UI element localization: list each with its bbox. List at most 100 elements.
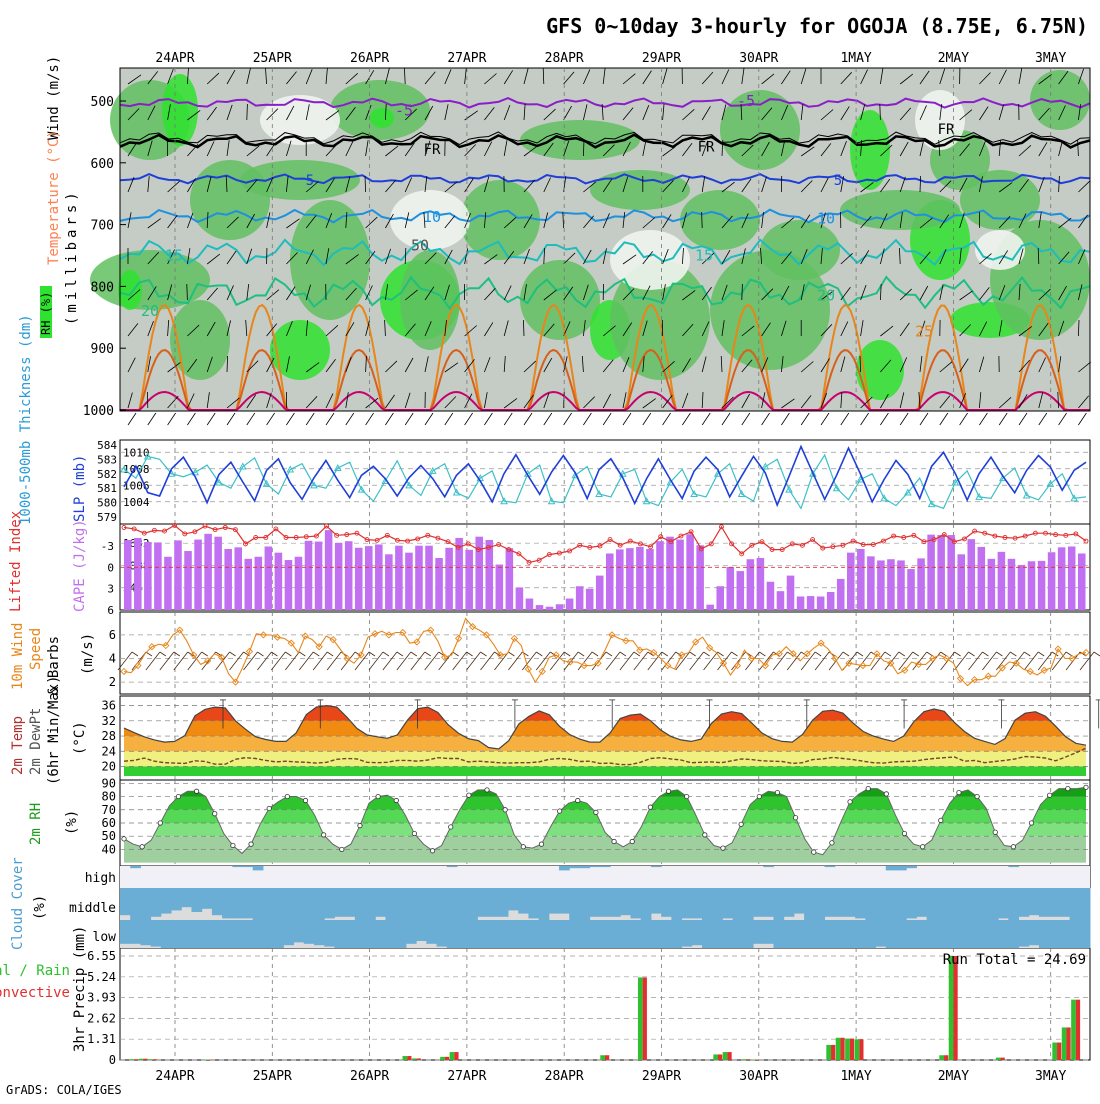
precip-tick-label: 6.55 [87, 949, 116, 963]
cloud-middle-bar [161, 888, 172, 914]
slp-tick-label: 1008 [123, 463, 150, 476]
wind-barb [148, 413, 156, 425]
cloud-middle-bar [865, 888, 876, 920]
cape-bar [817, 596, 825, 610]
top-date-label: 25APR [253, 51, 292, 66]
li-tick-label: 3 [107, 583, 114, 596]
bottom-date-label: 25APR [253, 1069, 292, 1084]
wind-barb [583, 413, 591, 425]
cloud-high-bar [559, 866, 570, 870]
rh-point [612, 839, 616, 843]
cloud-middle-bar [1049, 888, 1060, 917]
cloud-low-bar [1059, 920, 1070, 948]
thickness-axis-label: 1000-500mb Thickness (dm) [18, 314, 34, 525]
precip-convective-bar [643, 977, 647, 1060]
cape-bar [255, 557, 263, 610]
cape-bar [586, 589, 594, 610]
wind-barb [801, 413, 809, 425]
surface-wind-barb [299, 652, 313, 670]
rh-point [957, 790, 961, 794]
rh-point [848, 800, 852, 804]
rh-point [1011, 845, 1015, 849]
cloud-middle-bar [692, 888, 703, 918]
cape-bar [194, 540, 202, 610]
contour-label: 20 [141, 302, 159, 320]
bottom-date-label: 29APR [642, 1069, 681, 1084]
precip-total-bar [723, 1052, 728, 1060]
li-tick-label: 6 [107, 604, 114, 617]
temp-band [120, 766, 1090, 776]
cloud-high-bar [232, 866, 243, 867]
cape-bar [947, 535, 955, 610]
cape-bar [295, 557, 303, 610]
cloud-low-bar [396, 920, 407, 948]
temp-band [120, 706, 1090, 721]
cloud-middle-bar [447, 888, 458, 920]
top-date-label: 27APR [447, 51, 486, 66]
cloud-low-bar [528, 920, 539, 948]
surface-wind-barb [230, 652, 244, 670]
cape-bar [616, 549, 624, 610]
cape-bar [506, 548, 514, 610]
cloud-low-bar [896, 920, 907, 948]
wind-barb [841, 413, 849, 425]
cloud-low-bar [763, 920, 774, 944]
cloud-middle-bar [886, 888, 897, 920]
precip-tick-label: 5.24 [87, 970, 116, 984]
cape-bar [937, 535, 945, 610]
wind-barb [623, 413, 631, 425]
cloud-middle-bar [733, 888, 744, 920]
wind-barb [128, 413, 136, 425]
surface-wind-barb [327, 652, 333, 656]
cape-bar [536, 605, 544, 610]
surface-wind-barb [383, 652, 389, 656]
rh-point [1084, 785, 1088, 789]
cloud-low-bar [773, 920, 784, 948]
surface-wind-barb [174, 652, 188, 670]
thickness-tick-label: 580 [97, 497, 117, 510]
cloud-low-bar [345, 920, 356, 948]
cloud-middle-bar [304, 888, 315, 920]
cloud-low-bar [171, 920, 182, 948]
cape-bar [646, 549, 654, 610]
cloud-middle-bar [273, 888, 284, 920]
cloud-low-bar [437, 920, 448, 947]
surface-wind-barb [606, 652, 612, 656]
wind-barb [900, 413, 908, 425]
precip-convective-bar [746, 1059, 750, 1060]
thickness-tick-label: 584 [97, 439, 117, 452]
rh-point [285, 794, 289, 798]
rh-band [120, 810, 1090, 823]
surface-wind-barb [550, 652, 564, 670]
cloud-middle-bar [202, 888, 213, 909]
surface-wind-barb [230, 652, 236, 656]
precip-tick-label: 0 [109, 1053, 116, 1067]
temp-band [120, 751, 1090, 766]
cape-bar [867, 556, 875, 610]
cloud-low-bar [447, 920, 458, 948]
cloud-middle-bar [375, 888, 386, 917]
rh-shading-blob [190, 160, 270, 240]
cloud-middle-bar [283, 888, 294, 920]
cape-bar [305, 541, 313, 610]
surface-wind-barb [1024, 652, 1038, 670]
cape-bar [465, 550, 473, 610]
precip-convective-bar [144, 1059, 148, 1060]
rh-band [120, 797, 1090, 810]
cloud-middle-bar [314, 888, 325, 920]
cape-bar [626, 548, 634, 610]
cloud-low-bar [1008, 920, 1019, 948]
pressure-tick-label: 900 [91, 342, 114, 357]
rh-point [703, 833, 707, 837]
precip-convective-bar [1001, 1058, 1005, 1060]
cape-bar [365, 546, 373, 610]
thickness-tick-label: 582 [97, 468, 117, 481]
li-tick-label: 0 [107, 561, 114, 574]
cloud-low-bar [181, 920, 192, 948]
cloud-middle-bar [1039, 888, 1050, 917]
precip-total-bar [713, 1054, 718, 1060]
cloud-low-bar [671, 920, 682, 948]
surface-wind-barb [815, 652, 829, 670]
